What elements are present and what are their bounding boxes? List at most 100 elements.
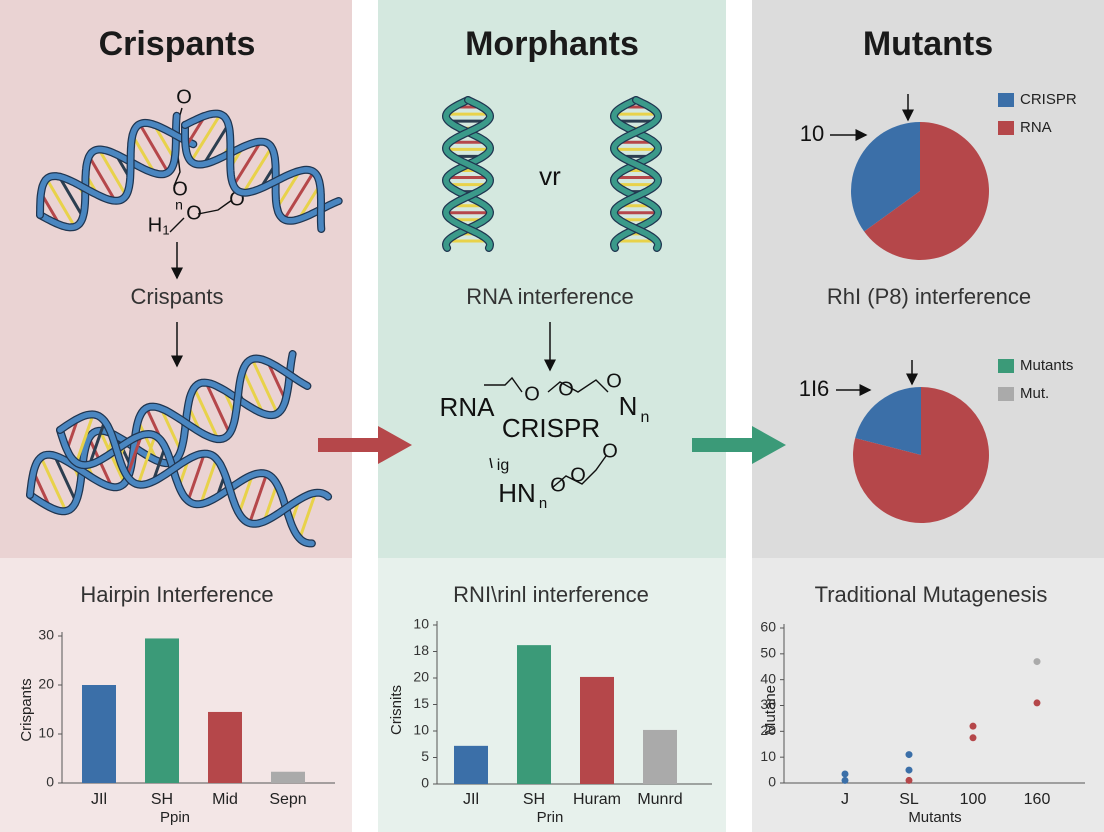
chem-label: O — [172, 178, 188, 200]
dna-strand — [27, 355, 311, 498]
chart-title: RNI\rinl interference — [453, 582, 649, 607]
bar — [643, 729, 677, 784]
dna-rung — [250, 358, 279, 415]
y-axis-label: Crispants — [18, 678, 35, 741]
bar — [82, 685, 116, 783]
chem-label: n — [539, 495, 547, 512]
bar — [517, 645, 551, 784]
x-tick-label: Mid — [212, 791, 238, 808]
x-tick-label: J — [841, 791, 849, 808]
legend-swatch — [998, 121, 1014, 135]
dna-rung — [262, 483, 279, 523]
dna-rung — [298, 492, 317, 540]
x-tick-label: SH — [151, 791, 173, 808]
scatter-point — [1033, 658, 1041, 666]
chart-title: Traditional Mutagenesis — [815, 582, 1048, 607]
dna-rung — [186, 453, 206, 502]
legend-swatch — [998, 387, 1014, 401]
chem-label: O — [186, 202, 202, 224]
caption: Crispants — [131, 284, 224, 309]
dna-rung — [192, 387, 220, 440]
chem-label: n — [641, 409, 650, 426]
panel-bg — [378, 0, 726, 558]
pie-slice — [855, 387, 921, 455]
dna-rung — [275, 169, 302, 209]
scatter-point — [905, 751, 913, 759]
y-axis-label: Crisnits — [388, 685, 405, 735]
pie-annotation: 10 — [800, 121, 824, 146]
y-tick-label: 18 — [413, 642, 429, 658]
y-tick-label: 30 — [760, 696, 776, 712]
bar — [454, 745, 488, 784]
dna-rung — [241, 369, 265, 415]
chem-label: CRISPR — [502, 413, 600, 443]
scatter-point — [969, 734, 977, 742]
y-tick-label: 30 — [38, 627, 54, 643]
x-tick-label: JIl — [463, 791, 479, 808]
chart-title: Hairpin Interference — [80, 582, 273, 607]
x-tick-label: JIl — [91, 791, 107, 808]
x-axis-label: Prin — [537, 809, 564, 826]
dna-strand — [182, 122, 342, 224]
x-tick-label: Munrd — [637, 791, 682, 808]
chem-label: O — [550, 474, 566, 496]
dna-group — [26, 96, 663, 548]
dna-strand — [443, 97, 493, 251]
dna-rung — [202, 123, 230, 165]
dna-rung — [88, 420, 107, 465]
y-tick-label: 10 — [38, 725, 54, 741]
dna-rung — [248, 473, 269, 524]
pie-annotation: 1I6 — [799, 376, 830, 401]
panel-bg — [378, 558, 726, 832]
legend-label: RNA — [1020, 119, 1052, 136]
chem-label: O — [176, 86, 192, 108]
dna-strand — [37, 120, 197, 218]
caption: RNA interference — [466, 284, 634, 309]
y-tick-label: 0 — [768, 774, 776, 790]
dna-strand — [443, 97, 493, 251]
transition-arrow — [318, 426, 412, 464]
dna-rung — [297, 184, 322, 221]
dna-rung — [39, 456, 68, 512]
dna-rung — [87, 155, 117, 202]
dna-rung — [159, 407, 183, 452]
pie-slice — [864, 122, 990, 260]
bar — [271, 771, 305, 783]
dna-rung — [45, 178, 77, 228]
bar — [145, 638, 179, 783]
dna-strand — [37, 113, 180, 231]
y-tick-label: 0 — [421, 775, 429, 791]
dna-rung — [204, 382, 231, 435]
chem-label: 1 — [162, 222, 169, 237]
transition-arrow — [692, 426, 786, 464]
scatter-point — [1033, 699, 1041, 707]
scatter-point — [841, 776, 849, 784]
chem-label: n — [175, 197, 183, 213]
legend-label: Mutants — [1020, 357, 1073, 374]
dna-rung — [136, 420, 158, 462]
y-tick-label: 40 — [760, 670, 776, 686]
dna-rung — [282, 171, 315, 221]
chem-label: O — [602, 440, 618, 462]
chem-label: H — [148, 214, 162, 236]
panel-title: Crispants — [99, 25, 256, 63]
dna-rung — [74, 413, 95, 464]
y-tick-label: 50 — [760, 645, 776, 661]
chem-label: ig — [497, 457, 509, 474]
pie-slice — [853, 387, 989, 523]
panel-title: Mutants — [863, 25, 993, 63]
x-tick-label: SL — [899, 791, 919, 808]
y-tick-label: 20 — [413, 669, 429, 685]
dna-rung — [138, 123, 170, 174]
dna-rung — [53, 455, 78, 503]
x-tick-label: SH — [523, 791, 545, 808]
dna-strand — [611, 97, 661, 251]
legend-label: CRISPR — [1020, 91, 1077, 108]
scatter-point — [969, 722, 977, 730]
legend-swatch — [998, 359, 1014, 373]
y-tick-label: 0 — [46, 774, 54, 790]
dna-rung — [57, 175, 85, 218]
x-tick-label: Huram — [573, 791, 621, 808]
bar — [580, 676, 614, 784]
dna-rung — [125, 434, 143, 477]
